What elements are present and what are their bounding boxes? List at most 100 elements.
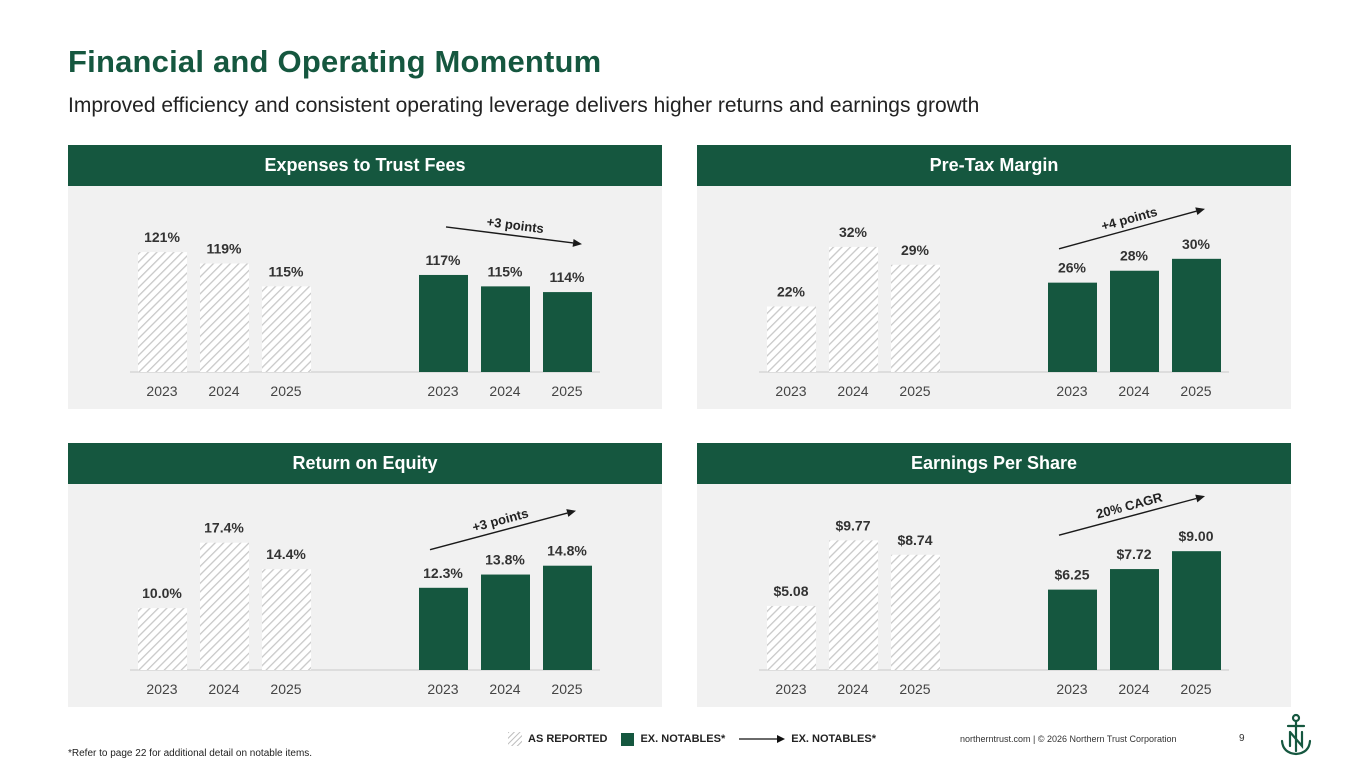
legend-item-as-reported: AS REPORTED [508,732,607,746]
tick-label: 2023 [1056,681,1087,697]
panel-header: Expenses to Trust Fees [68,145,662,186]
chart-pre-tax-margin: 22% 32% 29% 2023 2024 2025 26% 28% 30% 2023 2024 20… [759,204,1229,399]
tick-label: 2023 [775,383,806,399]
data-label: 28% [1120,248,1149,264]
bar-as-reported-2024 [200,263,249,372]
data-label: $6.25 [1054,567,1089,583]
bar-ex-notables-2025 [543,292,592,372]
tick-label: 2023 [146,681,177,697]
data-label: 115% [487,263,523,279]
bar-as-reported-2024 [829,246,878,372]
bar-ex-notables-2025 [1172,551,1221,670]
data-label: $9.00 [1178,528,1213,544]
tick-label: 2023 [427,681,458,697]
data-label: 119% [206,241,242,257]
tick-label: 2025 [899,383,930,399]
bar-ex-notables-2024 [1110,270,1159,372]
trend-arrow-head-icon [1195,494,1205,503]
legend-label: AS REPORTED [528,733,608,745]
bar-ex-notables-2023 [1048,282,1097,372]
tick-label: 2025 [1180,383,1211,399]
data-label: 29% [901,242,930,258]
data-label: 114% [549,269,585,285]
tick-label: 2024 [837,681,868,697]
tick-label: 2025 [1180,681,1211,697]
tick-label: 2023 [1056,383,1087,399]
bar-as-reported-2023 [767,605,816,670]
tick-label: 2023 [146,383,177,399]
bar-ex-notables-2024 [481,574,530,670]
bar-ex-notables-2025 [1172,258,1221,372]
bar-as-reported-2025 [262,569,311,670]
bar-as-reported-2023 [138,252,187,372]
tick-label: 2025 [899,681,930,697]
chart-return-on-equity: 10.0% 17.4% 14.4% 2023 2024 2025 12.3% 13.8% 14.… [130,505,600,697]
tick-label: 2023 [427,383,458,399]
panel-header: Earnings Per Share [697,443,1291,484]
trend-arrow-head-icon [566,509,576,517]
trend-arrow-head-icon [572,238,582,247]
data-label: 22% [777,283,806,299]
panel-earnings-per-share: Earnings Per Share $5.08 $9.77 $8.74 2023 20… [697,443,1291,707]
tick-label: 2025 [551,383,582,399]
legend-item-ex-notables: EX. NOTABLES* [621,732,726,746]
tick-label: 2023 [775,681,806,697]
trend-arrow-line [1058,210,1197,250]
bar-ex-notables-2025 [543,565,592,670]
bar-as-reported-2025 [891,264,940,372]
bar-as-reported-2023 [138,608,187,670]
data-label: 13.8% [485,552,525,568]
data-label: $5.08 [773,583,808,599]
trend-arrow-line [1058,497,1197,536]
legend: AS REPORTED EX. NOTABLES* EX. NOTABLES* [508,732,890,746]
page-number: 9 [1239,733,1245,744]
data-label: 14.4% [266,546,306,562]
data-label: 14.8% [547,543,587,559]
tick-label: 2024 [489,383,520,399]
arrow-right-icon [739,735,786,743]
data-label: 12.3% [423,565,463,581]
bar-as-reported-2024 [829,540,878,670]
data-label: 10.0% [142,585,182,601]
chart-earnings-per-share: $5.08 $9.77 $8.74 2023 2024 2025 $6.25 $7.72 $9.… [759,489,1229,697]
chart-expenses-to-trust-fees: 121% 119% 115% 2023 2024 2025 117% 115% 114% 2023… [130,214,600,399]
panel-expenses-to-trust-fees: Expenses to Trust Fees 121% 119% 115% 2023 2… [68,145,662,409]
bar-ex-notables-2023 [419,587,468,670]
tick-label: 2025 [270,383,301,399]
tick-label: 2025 [270,681,301,697]
tick-label: 2024 [1118,681,1149,697]
data-label: $9.77 [835,517,870,533]
tick-label: 2024 [208,681,239,697]
bar-ex-notables-2023 [1048,589,1097,670]
legend-item-trend: EX. NOTABLES* [739,733,876,745]
trend-arrow-line [445,226,574,244]
bar-ex-notables-2023 [419,274,468,372]
solid-swatch-icon [621,732,635,746]
bar-as-reported-2024 [200,542,249,670]
panel-header: Pre-Tax Margin [697,145,1291,186]
bar-as-reported-2025 [262,286,311,372]
page-title: Financial and Operating Momentum [68,44,602,79]
data-label: 17.4% [204,520,244,536]
data-label: 32% [839,224,868,240]
tick-label: 2024 [837,383,868,399]
footer-copyright: northerntrust.com | © 2026 Northern Trus… [960,734,1177,744]
tick-label: 2025 [551,681,582,697]
data-label: $7.72 [1116,546,1151,562]
bar-as-reported-2023 [767,306,816,372]
data-label: 26% [1058,260,1087,276]
page-subtitle: Improved efficiency and consistent opera… [68,94,980,117]
legend-label: EX. NOTABLES* [791,733,876,745]
trend-label: +3 points [486,214,545,236]
trend-arrow-head-icon [1195,207,1205,216]
footnote: *Refer to page 22 for additional detail … [68,748,313,759]
anchor-logo-icon [1280,713,1312,756]
data-label: $8.74 [897,532,932,548]
tick-label: 2024 [489,681,520,697]
hatch-swatch-icon [508,732,522,746]
data-label: 30% [1182,236,1211,252]
panel-header: Return on Equity [68,443,662,484]
trend-arrow-line [429,512,568,551]
data-label: 117% [425,252,461,268]
legend-label: EX. NOTABLES* [640,733,726,745]
